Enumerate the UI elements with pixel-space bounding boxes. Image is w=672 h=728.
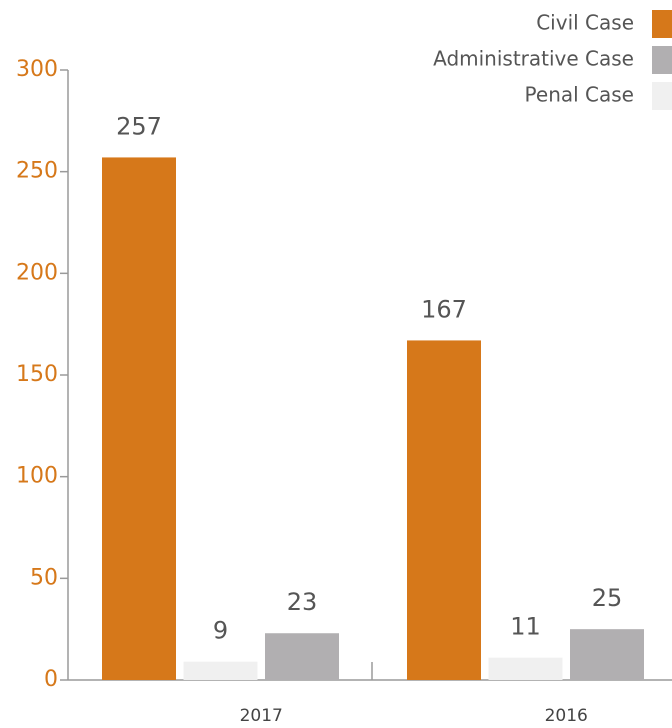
y-tick-label: 100 [16, 464, 58, 489]
bar [102, 157, 176, 680]
x-tick-label: 2016 [545, 706, 588, 726]
legend-label: Administrative Case [433, 47, 634, 71]
legend-label: Civil Case [536, 11, 634, 35]
data-label: 9 [213, 617, 228, 645]
data-label: 23 [287, 588, 318, 616]
legend-swatch [652, 46, 672, 74]
bar [183, 661, 258, 680]
legend-swatch [652, 82, 672, 110]
y-tick-label: 150 [16, 362, 58, 387]
data-label: 257 [116, 112, 162, 140]
bar [570, 629, 644, 680]
bar [265, 633, 339, 680]
data-label: 11 [510, 613, 541, 641]
y-tick-label: 50 [30, 565, 58, 590]
legend-swatch [652, 10, 672, 38]
legend-label: Penal Case [525, 83, 634, 107]
y-tick-label: 250 [16, 159, 58, 184]
y-tick-label: 200 [16, 260, 58, 285]
data-label: 167 [421, 295, 467, 323]
bar [488, 657, 563, 680]
y-tick-label: 0 [44, 667, 58, 692]
x-tick-label: 2017 [240, 706, 283, 726]
bar [407, 340, 481, 680]
data-label: 25 [592, 584, 623, 612]
y-tick-label: 300 [16, 57, 58, 82]
